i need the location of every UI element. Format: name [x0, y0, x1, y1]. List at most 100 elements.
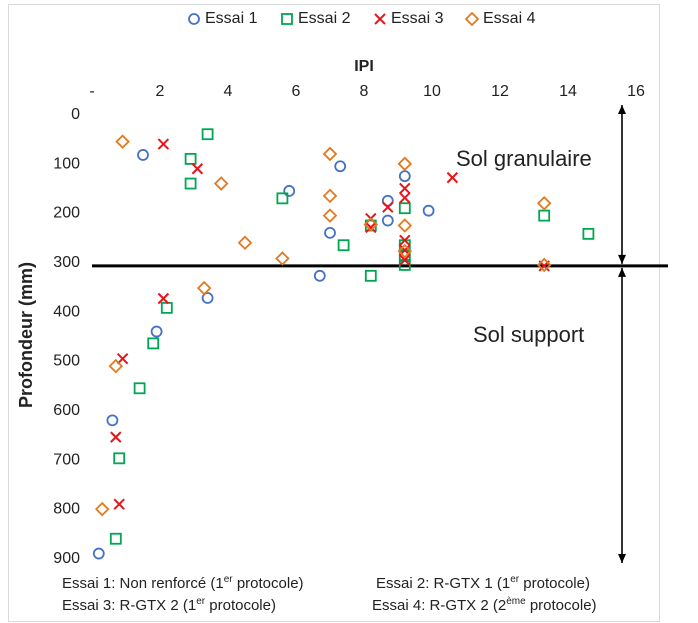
layer-label-granular: Sol granulaire: [456, 146, 592, 171]
series-2-point: [364, 269, 377, 282]
series-1-point: [106, 414, 119, 427]
subgrade-layer-arrow-head-bottom: [618, 554, 626, 563]
legend-item-essai-1: Essai 1: [187, 10, 257, 28]
series-4-point: [322, 146, 338, 162]
series-3-point-stroke: [116, 352, 129, 365]
x-tick-label: 8: [360, 83, 369, 100]
series-4-point: [536, 196, 552, 211]
x-tick-label: 16: [627, 83, 645, 100]
x-tick-label: 2: [156, 83, 165, 100]
x-tick-label: 10: [423, 83, 441, 100]
series-3-point: [191, 163, 204, 175]
series-4-point: [237, 235, 253, 251]
series-3-point-stroke: [191, 163, 204, 175]
series-1-point: [137, 149, 149, 161]
series-3-point-stroke: [382, 201, 394, 213]
y-tick-label: 100: [53, 155, 80, 172]
series-1-point: [324, 226, 336, 239]
legend-x-marker: [374, 13, 386, 25]
series-2-point: [337, 239, 350, 252]
y-tick-label: 200: [53, 205, 80, 222]
series-2-point: [184, 177, 197, 190]
series-3-point: [365, 221, 377, 234]
series-4-point: [94, 501, 110, 517]
y-tick-label: 900: [53, 550, 80, 567]
y-tick-label: 300: [53, 254, 80, 271]
y-tick-label: 600: [53, 402, 80, 419]
series-3-point: [399, 254, 411, 266]
y-tick-label: 400: [53, 303, 80, 320]
series-4-point: [115, 134, 130, 149]
data-points: [92, 128, 595, 560]
series-4-point: [322, 208, 338, 223]
series-3-point: [446, 171, 459, 184]
legend-square-marker: [281, 12, 293, 25]
subgrade-layer-arrow-head-top: [618, 267, 626, 277]
legend-label: Essai 1: [205, 10, 258, 27]
series-4-point: [213, 176, 229, 191]
legend-circle-marker: [188, 12, 200, 25]
series-1-point: [313, 269, 326, 282]
y-tick-label: 700: [53, 451, 80, 468]
series-3-point-stroke: [157, 138, 170, 150]
series-3-point: [399, 234, 411, 246]
x-tick-label: 6: [292, 83, 301, 100]
series-3-point-stroke: [110, 431, 122, 443]
series-4-point: [108, 358, 124, 374]
series-1-point: [422, 204, 435, 217]
series-2-point: [276, 192, 289, 205]
series-1-point: [150, 325, 163, 338]
series-3-point-stroke: [399, 254, 411, 266]
series-2-point: [538, 209, 551, 222]
y-tick-label: 800: [53, 501, 80, 518]
series-3-point: [399, 192, 411, 204]
granular-layer-arrow-head-top: [618, 105, 626, 114]
y-tick-label: 500: [53, 353, 80, 370]
series-1-point: [334, 160, 347, 173]
series-3-point-stroke: [365, 221, 377, 234]
series-2-point: [109, 532, 122, 545]
y-tick-label: 0: [71, 106, 80, 123]
legend-label: Essai 3: [391, 10, 444, 27]
layer-label-subgrade: Sol support: [473, 322, 584, 347]
series-3-point-stroke: [157, 292, 170, 305]
series-3-point-stroke: [113, 498, 125, 510]
legend-item-essai-4: Essai 4: [465, 10, 535, 28]
series-1-point: [283, 185, 296, 197]
series-4-point: [536, 257, 552, 273]
x-tick-label: 14: [559, 83, 577, 100]
series-2-point: [201, 128, 214, 141]
series-3-point-stroke: [399, 182, 411, 195]
x-tick-label: 12: [491, 83, 509, 100]
granular-layer-arrow-head-bottom: [618, 254, 626, 264]
series-2-point: [582, 227, 595, 240]
series-3-point: [157, 138, 170, 150]
series-1-point: [381, 214, 394, 227]
y-axis-title: Profondeur (mm): [16, 262, 36, 408]
series-2-point: [184, 152, 197, 165]
series-3-point: [113, 498, 125, 510]
chart-frame: [8, 4, 660, 622]
series-1-point: [201, 292, 214, 304]
series-2-point: [147, 337, 160, 350]
x-tick-label: -: [89, 83, 94, 100]
series-3-point-stroke: [446, 171, 459, 184]
legend-item-essai-2: Essai 2: [280, 10, 350, 28]
series-4-point: [363, 217, 379, 232]
series-3-point-stroke: [399, 234, 411, 246]
series-4-point: [196, 280, 212, 296]
x-tick-label: 4: [224, 83, 233, 100]
axes: IPI - 2 4 6 8 10 12 14 16 0 100 200 300 400 500 600 700 80…: [16, 58, 645, 567]
series-2-point: [398, 202, 411, 215]
series-3-point: [382, 201, 394, 213]
legend-label: Essai 4: [483, 10, 536, 27]
series-2-point: [113, 452, 126, 465]
series-3-point: [399, 182, 411, 195]
series-3-point: [157, 292, 170, 305]
series-1-point: [92, 547, 105, 560]
series-2-point: [133, 382, 146, 395]
series-4-point: [322, 188, 338, 204]
series-3-point-stroke: [399, 192, 411, 204]
series-1-point: [398, 170, 411, 183]
